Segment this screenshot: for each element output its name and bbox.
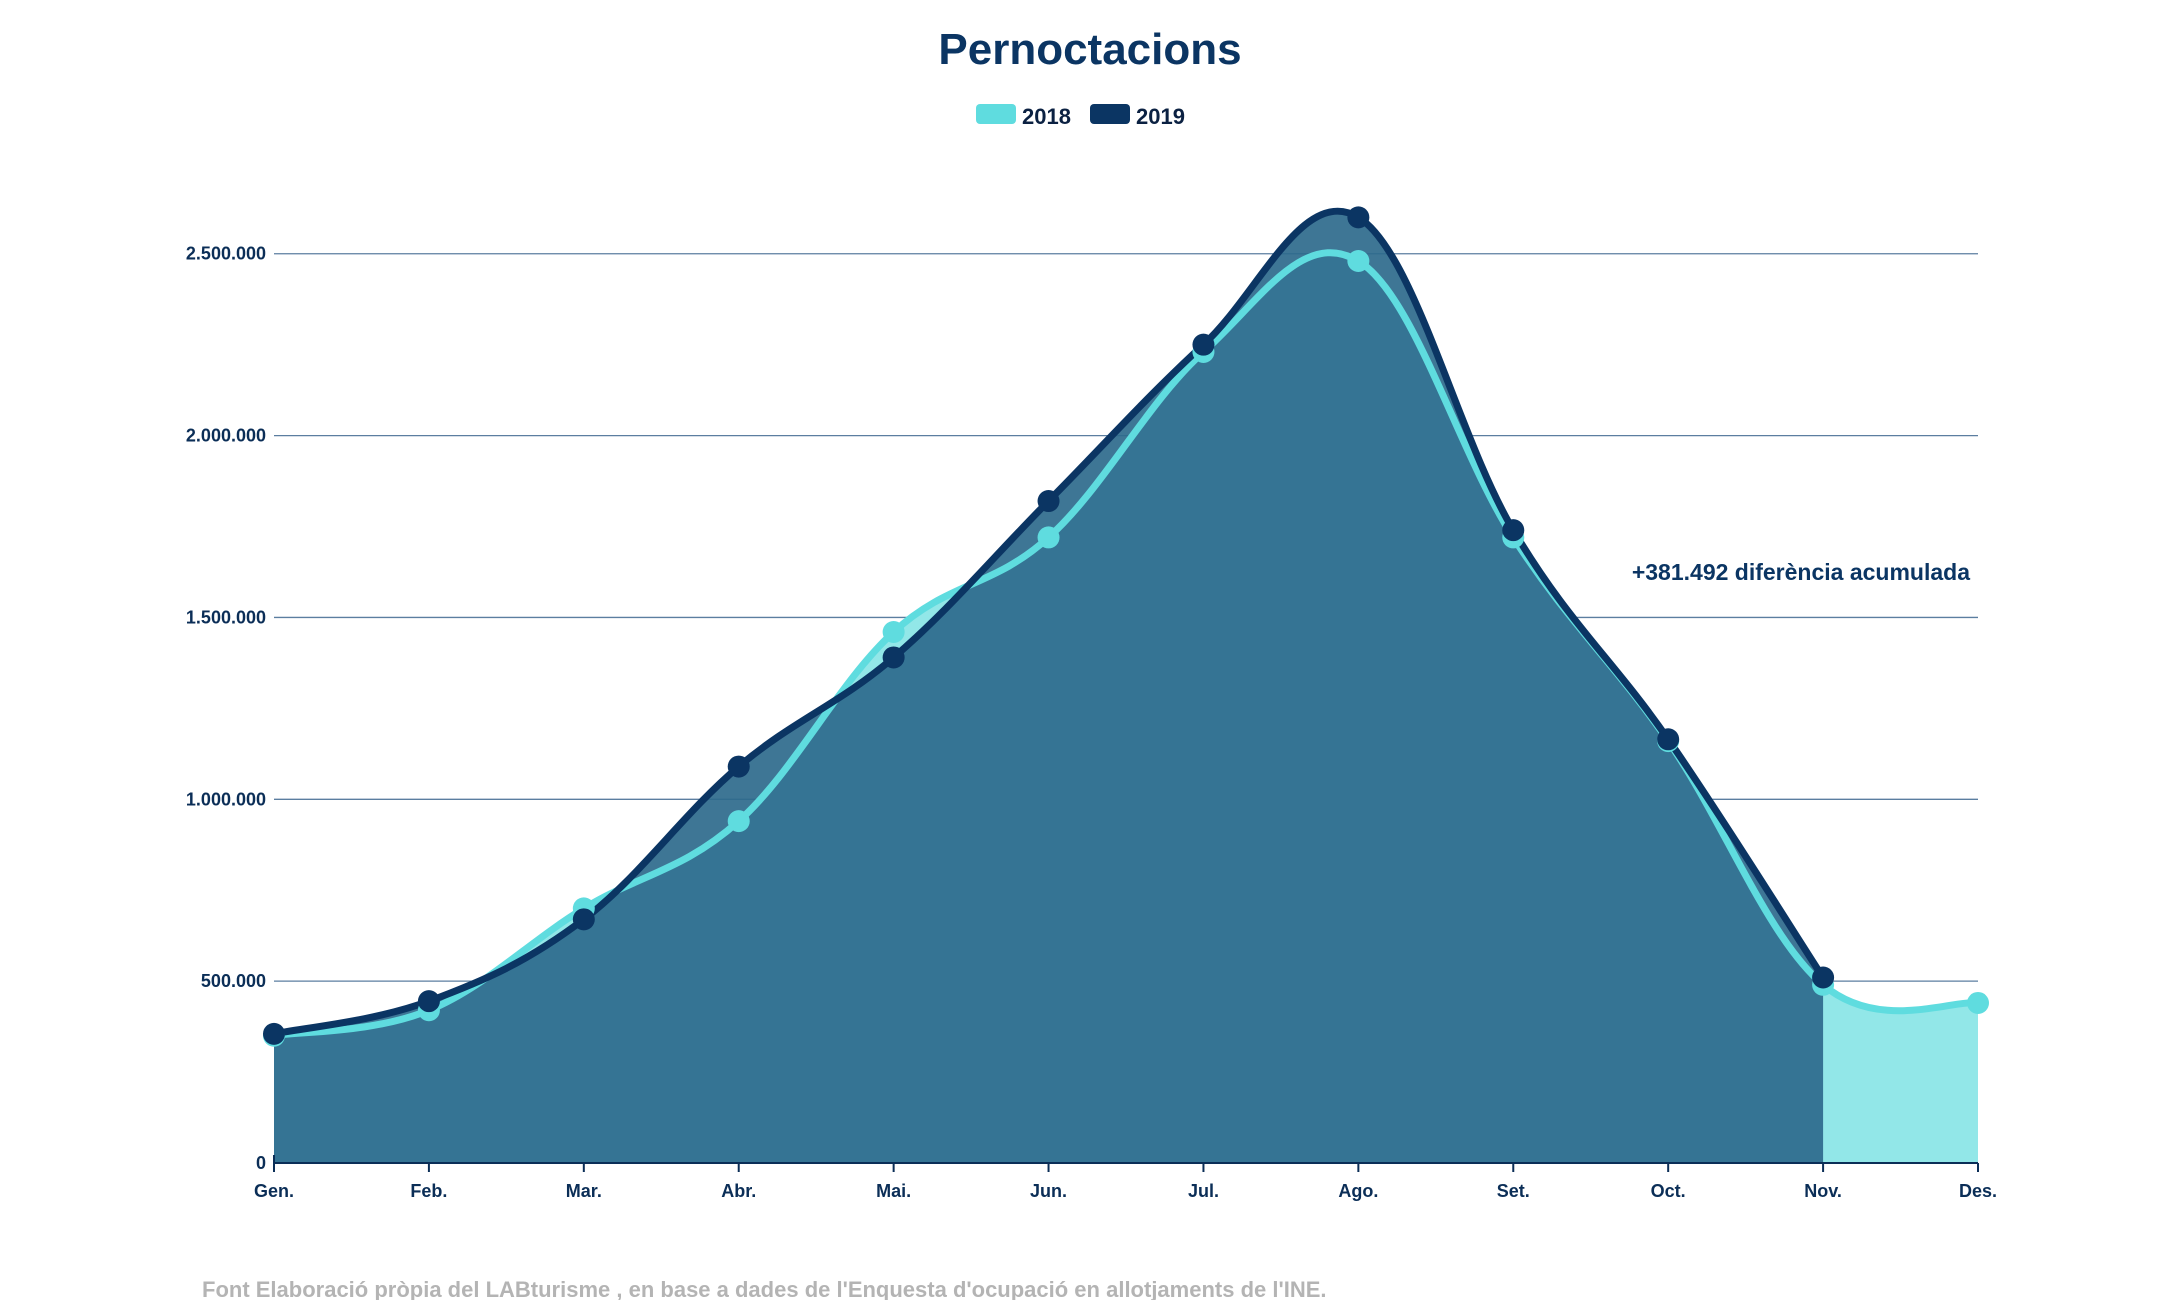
legend-swatch-2018 (976, 104, 1016, 124)
legend-item-2019[interactable]: 2019 (1090, 104, 1185, 129)
legend-label-2019: 2019 (1136, 104, 1185, 129)
point-2018-Abr.[interactable] (727, 810, 750, 833)
y-tick-label: 1.000.000 (186, 789, 266, 809)
area-series-2019 (274, 211, 1824, 1164)
cumulative-difference-annotation: +381.492 diferència acumulada (1632, 559, 1970, 585)
legend-label-2018: 2018 (1022, 104, 1071, 129)
point-layer (263, 206, 1989, 1047)
x-tick-label: Oct. (1651, 1181, 1686, 1201)
point-2019-Oct.[interactable] (1657, 728, 1680, 751)
point-2019-Abr.[interactable] (727, 755, 750, 778)
x-tick-label: Mar. (566, 1181, 602, 1201)
point-2019-Mar.[interactable] (572, 908, 595, 931)
point-2019-Feb.[interactable] (417, 990, 440, 1013)
x-tick-label: Des. (1959, 1181, 1997, 1201)
y-tick-label: 1.500.000 (186, 607, 266, 627)
x-tick-label: Jul. (1188, 1181, 1219, 1201)
area-layer (274, 211, 1978, 1164)
point-2019-Jun.[interactable] (1037, 490, 1060, 513)
point-2018-Mai.[interactable] (882, 620, 905, 643)
point-2018-Jun.[interactable] (1037, 526, 1060, 549)
chart-title: Pernoctacions (938, 25, 1241, 74)
point-2018-Ago.[interactable] (1347, 250, 1370, 273)
x-tick-label: Jun. (1030, 1181, 1067, 1201)
point-2019-Mai.[interactable] (882, 646, 905, 669)
point-2019-Gen.[interactable] (263, 1022, 285, 1045)
x-axis (273, 1155, 1979, 1172)
y-tick-label: 2.500.000 (186, 244, 266, 264)
y-tick-label: 2.000.000 (186, 426, 266, 446)
source-note: Font Elaboració pròpia del LABturisme , … (202, 1277, 1327, 1300)
legend-item-2018[interactable]: 2018 (976, 104, 1071, 129)
legend: 2018 2019 (976, 104, 1185, 129)
x-tick-label: Abr. (721, 1181, 756, 1201)
x-tick-label: Set. (1497, 1181, 1530, 1201)
x-tick-label: Mai. (876, 1181, 911, 1201)
x-tick-label: Ago. (1338, 1181, 1378, 1201)
x-axis-tick-labels: Gen. Feb. Mar. Abr. Mai. Jun. Jul. Ago. Set. Oct.… (254, 1181, 1997, 1201)
y-axis-tick-labels: 0 500.000 1.000.000 1.500.000 2.000.000 2.500… (186, 244, 266, 1173)
point-2019-Ago.[interactable] (1347, 206, 1370, 229)
point-2018-Des.[interactable] (1967, 991, 1989, 1014)
point-2019-Nov.[interactable] (1812, 966, 1835, 989)
y-tick-label: 0 (256, 1153, 266, 1173)
x-tick-label: Gen. (254, 1181, 294, 1201)
x-tick-label: Feb. (410, 1181, 447, 1201)
point-2019-Jul.[interactable] (1192, 333, 1215, 356)
legend-swatch-2019 (1090, 104, 1130, 124)
y-tick-label: 500.000 (201, 971, 266, 991)
x-tick-label: Nov. (1804, 1181, 1842, 1201)
point-2019-Set.[interactable] (1502, 519, 1525, 542)
